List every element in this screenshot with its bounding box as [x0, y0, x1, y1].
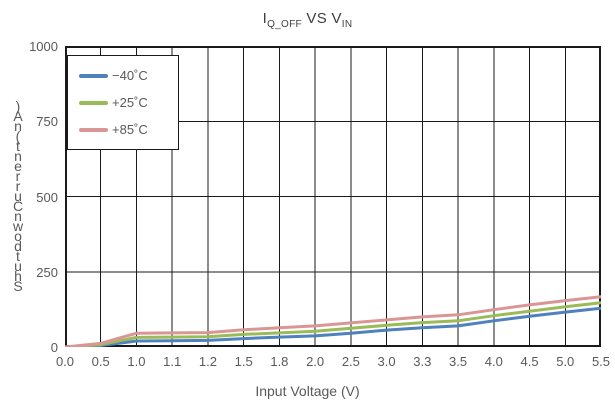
y-axis-label-char: n [14, 148, 22, 164]
y-tick-label: 1000 [29, 39, 58, 54]
title-symbol-i: I [262, 10, 268, 27]
y-axis-label-char: u [14, 188, 22, 204]
y-tick-label: 0 [50, 340, 58, 355]
x-tick-label: 3.5 [449, 354, 468, 369]
x-tick-label: 3.0 [377, 354, 396, 369]
x-tick-label: 4.0 [484, 354, 503, 369]
title-subscript-in: IN [341, 19, 353, 30]
y-axis-label-char: d [14, 238, 22, 254]
legend-line-swatch [79, 73, 108, 78]
x-tick-label: 1.0 [127, 354, 146, 369]
x-tick-label: 5.5 [591, 354, 611, 369]
series-line-85C [65, 295, 601, 347]
y-axis-label-char: S [13, 278, 23, 294]
y-axis-label-char: t [16, 138, 20, 154]
plot-border [65, 46, 601, 347]
x-axis-label: Input Voltage (V) [255, 383, 360, 399]
x-tick-label: 0.0 [55, 354, 75, 369]
x-tick-label: 0.5 [91, 354, 110, 369]
legend-label: +85˚C [112, 122, 148, 137]
y-axis-label-char: ) [15, 98, 21, 114]
y-axis-label-char: C [12, 198, 24, 214]
y-axis-label-char: o [14, 228, 22, 244]
legend-item: +85˚C [68, 122, 178, 137]
y-axis-label-char: n [14, 208, 22, 224]
legend-label: −40˚C [112, 68, 148, 83]
legend-line-swatch [79, 100, 108, 105]
legend: −40˚C +25˚C +85˚C [67, 55, 179, 150]
x-tick-label: 4.5 [520, 354, 539, 369]
x-tick-label: 1.2 [198, 354, 217, 369]
legend-item: +25˚C [68, 95, 178, 110]
legend-label: +25˚C [112, 95, 148, 110]
chart-title: IQ_OFF VS VIN [0, 10, 615, 30]
y-tick-label: 250 [36, 264, 58, 280]
y-axis-label-char: t [16, 248, 20, 264]
x-tick-label: 5.0 [556, 354, 575, 369]
series-line-40C [65, 306, 601, 347]
x-tick-label: 2.5 [341, 354, 360, 369]
legend-line-swatch [79, 127, 108, 132]
y-axis-label-char: w [12, 218, 24, 234]
y-tick-label: 750 [36, 114, 58, 130]
series-line-25C [65, 301, 601, 347]
y-axis-label-char: h [14, 268, 22, 284]
title-vs-v: VS V [301, 10, 342, 27]
x-tick-label: 3.3 [413, 354, 432, 369]
y-axis-label-char: n [14, 118, 22, 134]
y-axis-label-char: A [13, 108, 23, 124]
title-subscript-qoff: Q_OFF [267, 19, 302, 30]
x-tick-label: 2.0 [306, 354, 325, 369]
x-tick-label: 1.5 [234, 354, 253, 369]
y-tick-label: 500 [36, 189, 58, 205]
legend-item: −40˚C [68, 68, 178, 83]
y-axis-label-char: r [15, 178, 21, 194]
x-tick-label: 1.1 [163, 354, 182, 369]
y-axis-label-char: ( [15, 128, 21, 144]
x-tick-label: 1.8 [270, 354, 289, 369]
y-axis-label-char: e [14, 158, 22, 174]
y-axis-label-char: r [15, 168, 21, 184]
y-axis-label-char: u [14, 258, 22, 274]
